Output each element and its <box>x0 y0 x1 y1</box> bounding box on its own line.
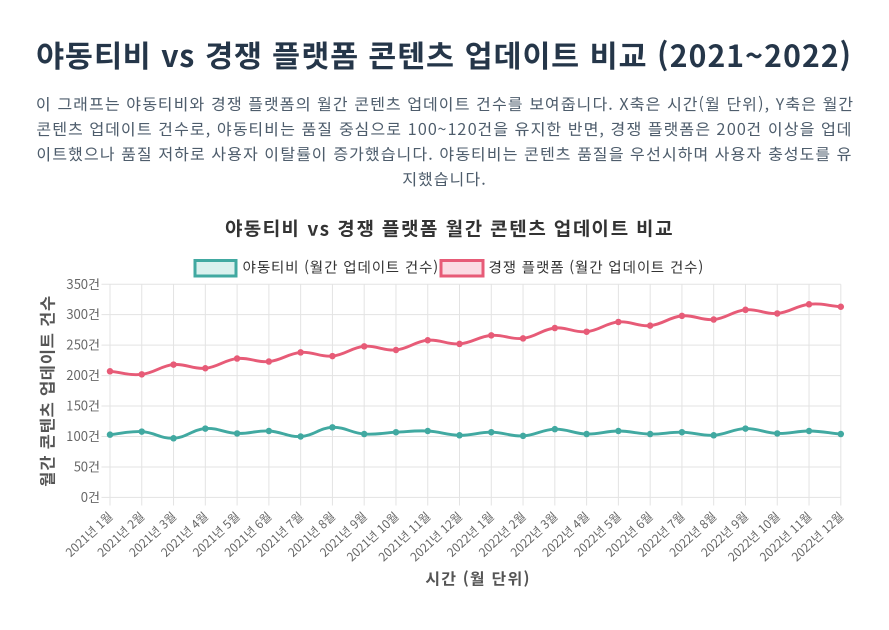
svg-text:경쟁 플랫폼 (월간 업데이트 건수): 경쟁 플랫폼 (월간 업데이트 건수) <box>489 257 705 278</box>
svg-text:시간 (월 단위): 시간 (월 단위) <box>425 567 531 590</box>
svg-text:350건: 350건 <box>66 274 100 293</box>
svg-text:야동티비 (월간 업데이트 건수): 야동티비 (월간 업데이트 건수) <box>243 257 440 278</box>
svg-text:야동티비 vs 경쟁 플랫폼 월간 콘텐츠 업데이트 비교: 야동티비 vs 경쟁 플랫폼 월간 콘텐츠 업데이트 비교 <box>225 215 674 242</box>
svg-text:300건: 300건 <box>66 304 100 323</box>
svg-text:0건: 0건 <box>81 487 100 506</box>
svg-text:200건: 200건 <box>66 365 100 384</box>
svg-text:100건: 100건 <box>66 426 100 445</box>
svg-text:150건: 150건 <box>66 396 100 415</box>
svg-text:50건: 50건 <box>73 456 100 475</box>
svg-text:월간 콘텐츠 업데이트 건수: 월간 콘텐츠 업데이트 건수 <box>35 295 59 487</box>
svg-text:250건: 250건 <box>66 335 100 354</box>
